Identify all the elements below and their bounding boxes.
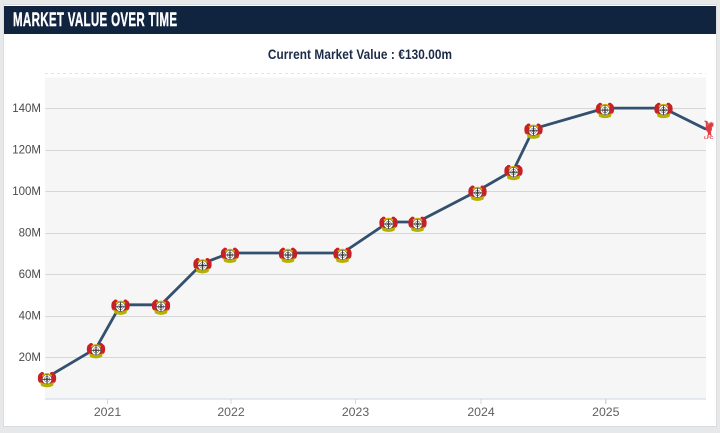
- svg-text:2023: 2023: [342, 405, 370, 419]
- svg-text:20M: 20M: [19, 352, 41, 364]
- svg-text:2025: 2025: [592, 405, 620, 419]
- svg-text:2024: 2024: [467, 405, 495, 419]
- svg-text:140M: 140M: [12, 103, 41, 115]
- svg-text:2021: 2021: [94, 405, 122, 419]
- svg-text:80M: 80M: [19, 228, 41, 240]
- svg-text:100M: 100M: [12, 186, 41, 198]
- svg-text:60M: 60M: [19, 269, 41, 281]
- svg-text:40M: 40M: [19, 311, 41, 323]
- svg-text:120M: 120M: [12, 145, 41, 157]
- svg-text:2022: 2022: [217, 405, 245, 419]
